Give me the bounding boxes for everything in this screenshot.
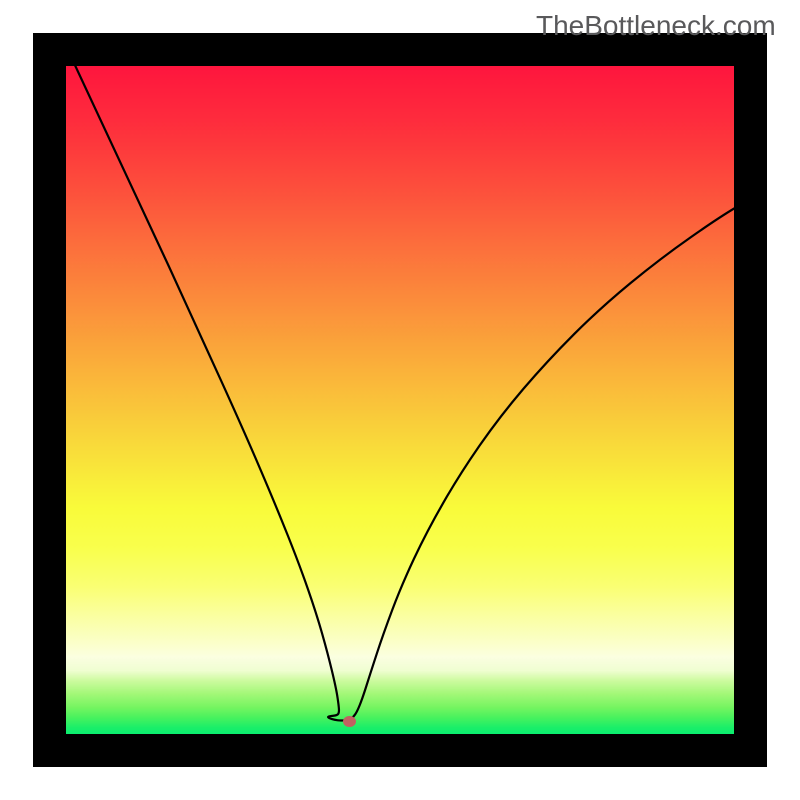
watermark-text: TheBottleneck.com xyxy=(536,10,776,42)
bottleneck-curve xyxy=(66,66,734,734)
